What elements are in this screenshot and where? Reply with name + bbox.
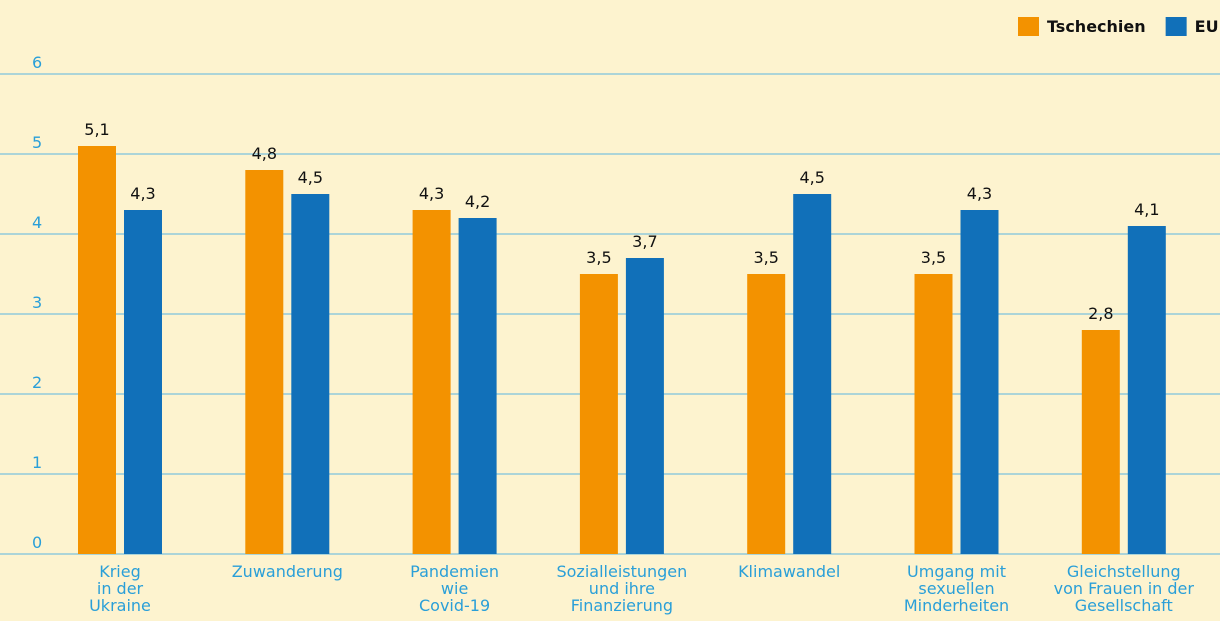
- bar: [625, 258, 664, 554]
- legend-swatch: [1165, 17, 1187, 36]
- legend-swatch: [1018, 17, 1039, 36]
- data-label: 4,3: [967, 184, 992, 203]
- data-label: 3,7: [632, 232, 657, 251]
- legend-label: EU: [1195, 17, 1219, 36]
- y-tick-label: 1: [32, 453, 42, 472]
- data-label: 5,1: [84, 120, 109, 139]
- bar: [579, 274, 618, 554]
- data-label: 4,8: [252, 144, 277, 163]
- x-tick-label: Klimawandel: [738, 562, 840, 581]
- data-label: 4,1: [1134, 200, 1159, 219]
- bar: [245, 170, 284, 554]
- y-tick-label: 0: [32, 533, 42, 552]
- data-label: 3,5: [921, 248, 946, 267]
- bar: [458, 218, 497, 554]
- y-tick-label: 6: [32, 53, 42, 72]
- y-tick-label: 3: [32, 293, 42, 312]
- bar: [124, 210, 162, 554]
- x-tick-label: Krieg in der Ukraine: [89, 562, 151, 615]
- x-tick-label: Gleichstellung von Frauen in der Gesellsch…: [1054, 562, 1195, 615]
- data-label: 2,8: [1088, 304, 1113, 323]
- x-tick-label: Sozialleistungen und ihre Finanzierung: [556, 562, 687, 615]
- bar: [960, 210, 999, 554]
- bar: [412, 210, 451, 554]
- data-label: 3,5: [586, 248, 611, 267]
- y-tick-label: 5: [32, 133, 42, 152]
- x-tick-label: Umgang mit sexuellen Minderheiten: [904, 562, 1009, 615]
- data-label: 4,5: [799, 168, 824, 187]
- x-tick-label: Pandemien wie Covid-19: [410, 562, 499, 615]
- y-tick-label: 2: [32, 373, 42, 392]
- data-label: 4,3: [419, 184, 444, 203]
- bar: [747, 274, 786, 554]
- bar: [78, 146, 116, 554]
- x-tick-label: Zuwanderung: [232, 562, 343, 581]
- y-tick-label: 4: [32, 213, 42, 232]
- legend-label: Tschechien: [1047, 17, 1146, 36]
- bar: [1127, 226, 1166, 554]
- bar: [793, 194, 832, 554]
- bar: [1081, 330, 1120, 554]
- data-label: 4,2: [465, 192, 490, 211]
- bar: [291, 194, 330, 554]
- data-label: 4,5: [298, 168, 323, 187]
- bar: [914, 274, 953, 554]
- data-label: 3,5: [753, 248, 778, 267]
- data-label: 4,3: [130, 184, 155, 203]
